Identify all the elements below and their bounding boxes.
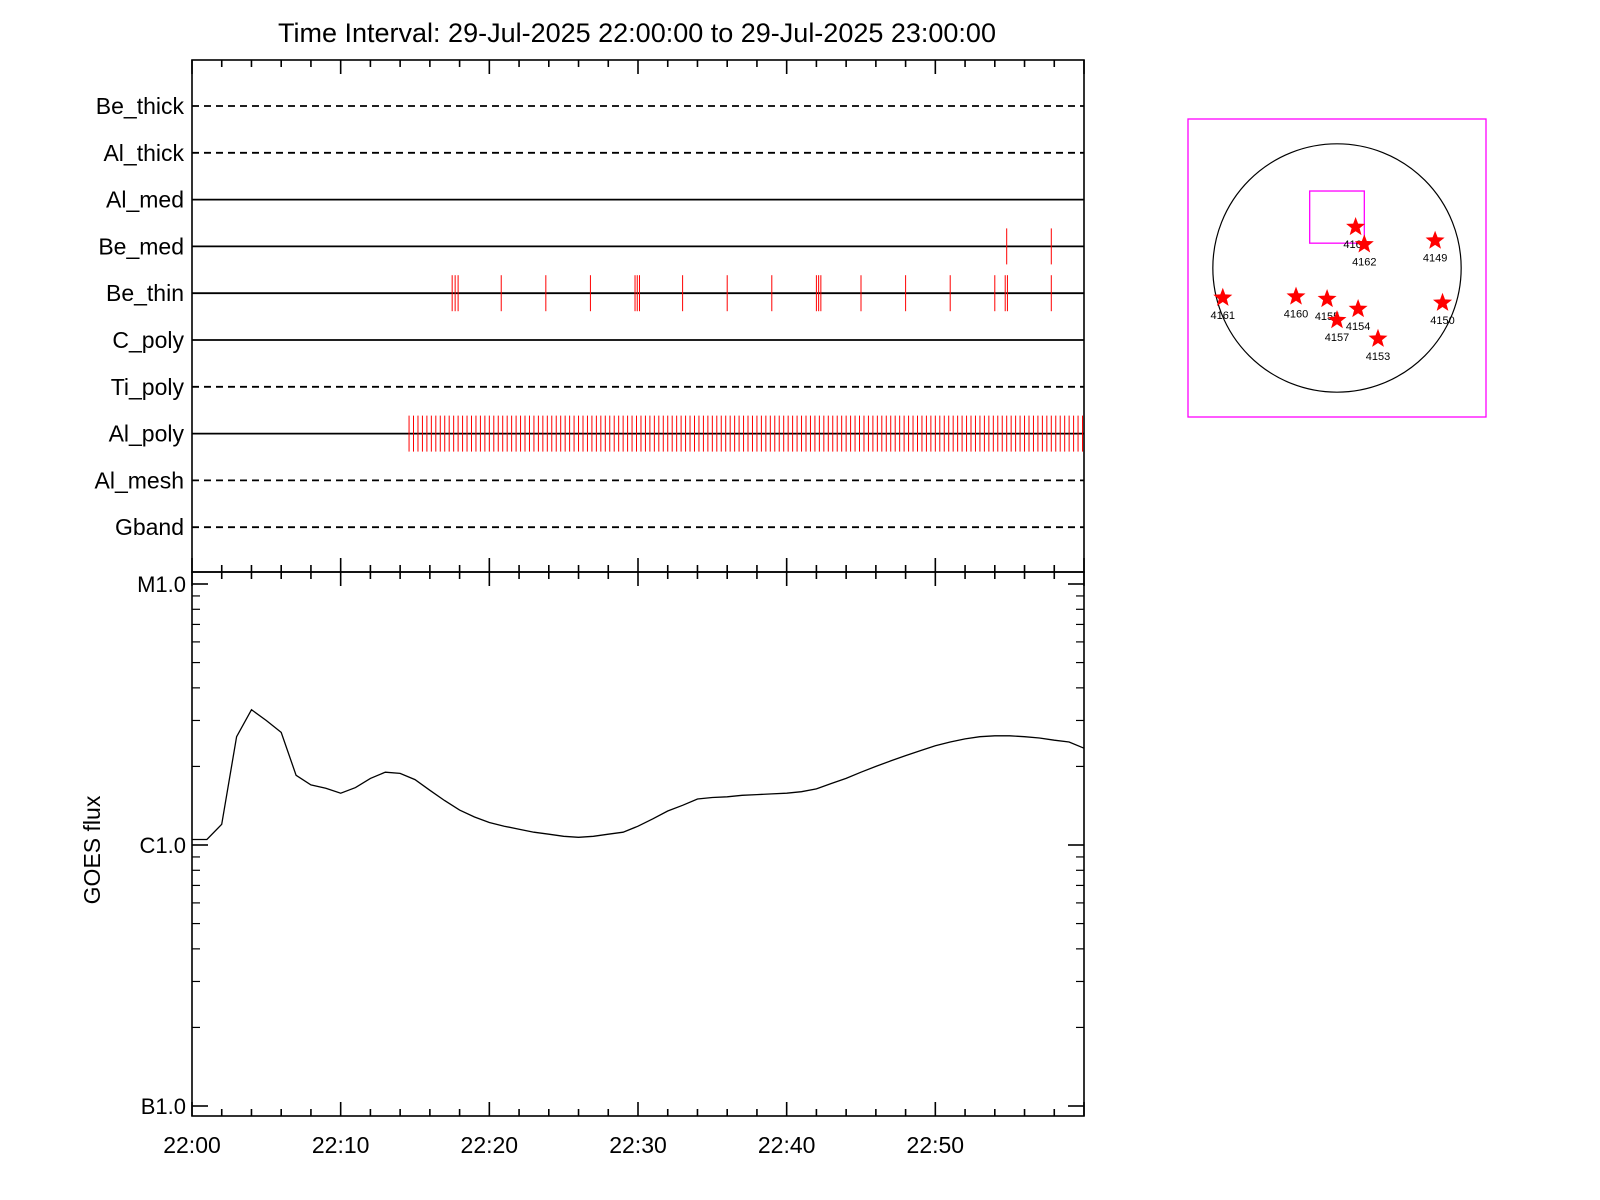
goes-flux-panel: B1.0 C1.0 M1.0 22:00 22:10 22:20 22:30 22:40 22:… (79, 571, 1085, 1158)
filter-label: Al_poly (109, 421, 185, 447)
x-tick-label: 22:10 (312, 1132, 370, 1158)
active-region-star (1327, 310, 1347, 329)
filter-label: Be_thick (96, 93, 185, 119)
filter-label: Al_thick (103, 140, 184, 166)
active-region-star (1317, 289, 1337, 308)
y-tick-label: M1.0 (137, 572, 186, 597)
filter-timeline-panel: Be_thick Al_thick Al_med Be_med Be_thin C_pol… (95, 59, 1085, 573)
active-region-star (1346, 217, 1366, 236)
active-region-label: 4161 (1211, 310, 1235, 322)
active-region-star (1213, 287, 1233, 306)
solar-disk (1212, 143, 1462, 393)
x-tick-label: 22:40 (758, 1132, 816, 1158)
active-region-label: 4162 (1352, 256, 1376, 268)
map-frame (1187, 118, 1487, 418)
active-region-label: 4149 (1423, 253, 1447, 265)
goes-frame (191, 571, 1085, 1117)
field-of-view-box (1309, 190, 1365, 244)
filter-label: Gband (115, 514, 184, 540)
x-tick-label: 22:30 (609, 1132, 667, 1158)
active-region-label: 4153 (1366, 351, 1390, 363)
active-region-star (1433, 292, 1453, 311)
y-tick-label: B1.0 (141, 1094, 186, 1119)
filter-label: Al_mesh (95, 467, 184, 493)
filter-label: C_poly (112, 327, 184, 353)
filter-label: Ti_poly (111, 374, 185, 400)
x-tick-label: 22:50 (907, 1132, 965, 1158)
active-region-star (1425, 230, 1445, 249)
active-region-star (1354, 234, 1374, 253)
active-region-star (1348, 299, 1368, 318)
active-region-star (1286, 286, 1306, 305)
timeline-frame (191, 59, 1085, 573)
y-axis-label: GOES flux (79, 795, 105, 904)
filter-label: Be_thin (106, 280, 184, 306)
filter-label: Be_med (98, 233, 184, 259)
active-region-label: 4150 (1430, 315, 1454, 327)
y-tick-label: C1.0 (140, 833, 186, 858)
active-region-label: 4157 (1325, 332, 1349, 344)
filter-label: Al_med (106, 187, 184, 213)
active-region-label: 4160 (1284, 309, 1308, 321)
x-tick-label: 22:20 (461, 1132, 519, 1158)
active-region-star (1368, 328, 1388, 347)
chart-title: Time Interval: 29-Jul-2025 22:00:00 to 2… (278, 18, 996, 48)
x-tick-label: 22:00 (163, 1132, 221, 1158)
goes-flux-line (192, 708, 1085, 841)
active-region-label: 4154 (1346, 321, 1370, 333)
